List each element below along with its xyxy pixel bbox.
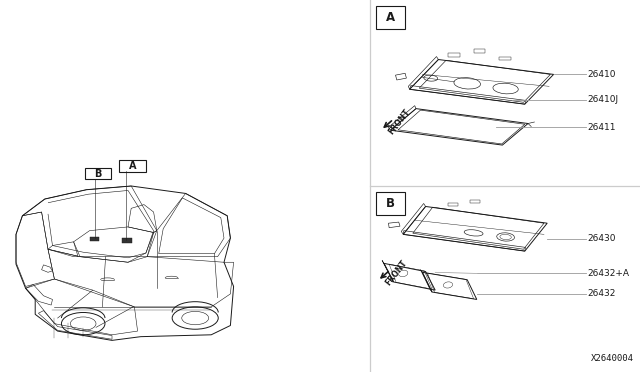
Text: 26411: 26411 bbox=[587, 123, 616, 132]
Text: FRONT: FRONT bbox=[387, 108, 412, 137]
FancyBboxPatch shape bbox=[376, 6, 405, 29]
Text: B: B bbox=[386, 198, 395, 210]
FancyBboxPatch shape bbox=[376, 192, 405, 215]
Text: 26430: 26430 bbox=[587, 234, 616, 243]
Text: X2640004: X2640004 bbox=[591, 354, 634, 363]
Bar bbox=[474, 49, 485, 53]
Text: B: B bbox=[94, 169, 102, 179]
Text: 26410J: 26410J bbox=[587, 95, 618, 104]
Bar bbox=[448, 203, 458, 206]
Text: 26432+A: 26432+A bbox=[587, 269, 629, 278]
FancyBboxPatch shape bbox=[90, 237, 99, 241]
Text: FRONT: FRONT bbox=[384, 258, 409, 287]
Text: A: A bbox=[386, 12, 395, 24]
Bar bbox=[470, 200, 480, 203]
Text: A: A bbox=[129, 161, 136, 171]
FancyBboxPatch shape bbox=[119, 160, 146, 172]
Bar bbox=[499, 57, 511, 60]
Text: 26432: 26432 bbox=[587, 289, 615, 298]
Text: 26410: 26410 bbox=[587, 70, 616, 79]
FancyBboxPatch shape bbox=[122, 238, 132, 243]
FancyBboxPatch shape bbox=[85, 168, 111, 179]
Bar bbox=[448, 53, 460, 57]
